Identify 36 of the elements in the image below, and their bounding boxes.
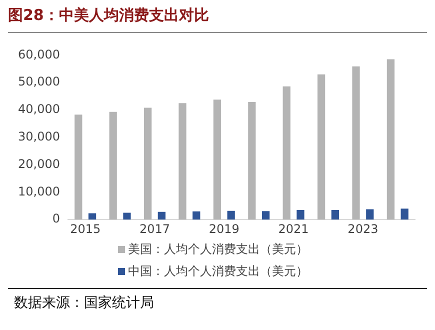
bar <box>366 209 374 220</box>
x-tick-label: 2021 <box>278 222 309 236</box>
y-tick-label: 0 <box>52 212 60 226</box>
x-tick-label: 2015 <box>70 222 101 236</box>
y-tick-label: 10,000 <box>18 184 60 198</box>
bar <box>386 59 395 220</box>
bar <box>192 211 200 220</box>
legend-label: 美国：人均个人消费支出（美元） <box>127 241 308 258</box>
bar <box>227 210 235 220</box>
bar <box>158 212 166 220</box>
bar <box>74 114 82 220</box>
bar <box>144 108 152 220</box>
bar <box>352 66 360 220</box>
legend-label: 中国：人均个人消费支出（美元） <box>127 263 308 280</box>
x-tick-label: 2019 <box>208 222 240 236</box>
bar <box>248 102 256 220</box>
bar <box>282 86 290 220</box>
bar <box>109 112 117 220</box>
bar <box>88 213 96 220</box>
bar <box>213 100 222 220</box>
bar <box>262 211 270 220</box>
x-tick-label: 2023 <box>348 222 378 236</box>
y-tick-label: 20,000 <box>18 156 60 171</box>
bar <box>296 210 304 220</box>
bar <box>317 74 326 220</box>
bar <box>123 212 131 220</box>
y-tick-label: 30,000 <box>18 130 60 144</box>
x-tick-label: 2017 <box>139 222 170 236</box>
bar <box>178 103 186 220</box>
bar <box>331 210 340 220</box>
y-tick-label: 60,000 <box>18 47 60 62</box>
y-tick-label: 40,000 <box>18 102 60 116</box>
chart-title: 图28：中美人均消费支出对比 <box>8 6 209 25</box>
source-note: 数据来源：国家统计局 <box>14 294 154 312</box>
bar <box>400 208 408 220</box>
y-tick-label: 50,000 <box>18 74 60 89</box>
